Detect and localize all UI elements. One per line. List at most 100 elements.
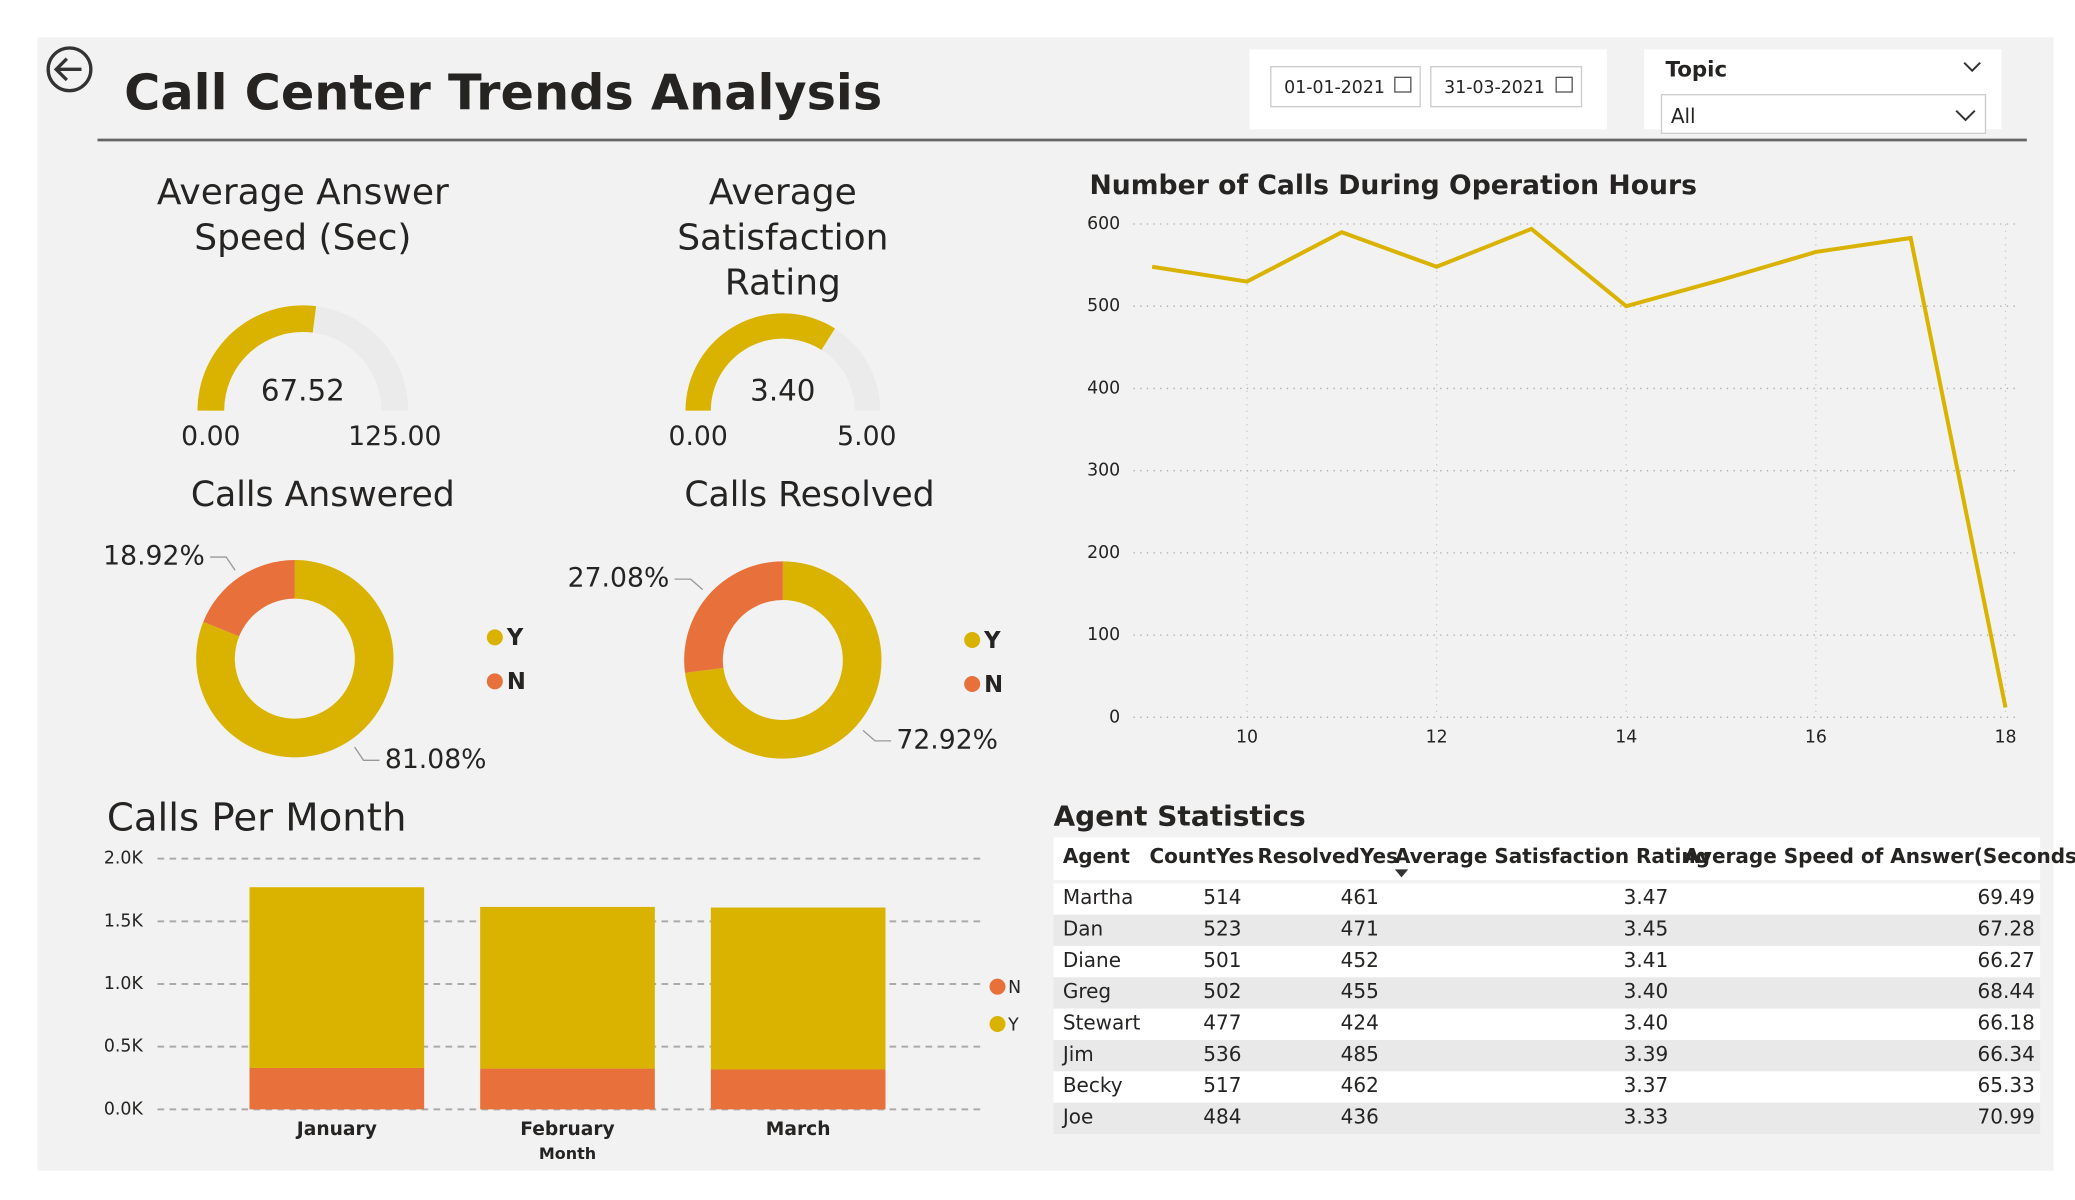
calendar-icon <box>1555 76 1573 93</box>
y-tick-label: 200 <box>1087 543 1120 563</box>
end-date-text: 31-03-2021 <box>1444 78 1545 98</box>
column-header: Average Satisfaction Rating <box>1395 844 1710 868</box>
y-tick-label: 0.5K <box>104 1037 144 1057</box>
table-row-bg <box>1053 977 2041 1009</box>
table-row-bg <box>1053 1071 2041 1103</box>
data-label: 18.92% <box>103 541 205 572</box>
data-label: 81.08% <box>385 744 487 775</box>
chart-title-box: Average Answer Speed (Sec) <box>156 172 449 259</box>
table-cell: 477 <box>1203 1011 1241 1035</box>
legend-marker <box>989 978 1006 995</box>
x-tick-label: March <box>766 1119 831 1140</box>
x-tick-label: 14 <box>1615 727 1637 747</box>
table-cell: 536 <box>1203 1042 1241 1066</box>
chart-title: Average Answer Speed (Sec) <box>156 172 449 259</box>
table-cell: 517 <box>1203 1073 1241 1097</box>
table-cell: 3.47 <box>1624 885 1669 909</box>
back-circle[interactable] <box>46 46 93 93</box>
table-cell: 3.37 <box>1624 1073 1669 1097</box>
end-date[interactable]: 31-03-2021 <box>1430 65 1583 108</box>
sort-indicator <box>1394 869 1409 878</box>
legend-marker <box>964 632 981 648</box>
gauge-min-label: 0.00 <box>181 421 240 452</box>
gauge-max-label: 125.00 <box>348 421 441 452</box>
table-cell: Jim <box>1061 1042 1094 1066</box>
table-cell: 3.45 <box>1624 917 1669 941</box>
table-cell: 462 <box>1341 1073 1379 1097</box>
donut-segment <box>684 561 783 673</box>
table-cell: 3.40 <box>1624 979 1669 1003</box>
x-tick-label: 18 <box>1994 727 2016 747</box>
y-tick-label: 1.0K <box>104 974 144 994</box>
legend-marker <box>486 629 503 646</box>
column-header: Agent <box>1063 844 1131 868</box>
table-row-bg <box>1053 1102 2041 1134</box>
table-cell: 70.99 <box>1978 1105 2035 1129</box>
table-cell: 452 <box>1341 948 1379 972</box>
table-cell: 3.40 <box>1624 1011 1669 1035</box>
y-tick-label: 400 <box>1087 378 1120 398</box>
legend-label: Y <box>506 625 524 651</box>
table-row-bg <box>1053 946 2041 978</box>
gauge-max-label: 5.00 <box>837 421 896 452</box>
legend-label: N <box>507 669 526 695</box>
table-cell: 67.28 <box>1978 917 2035 941</box>
legend-label: Y <box>1007 1015 1019 1035</box>
table-cell: 65.33 <box>1978 1073 2035 1097</box>
y-tick-label: 600 <box>1087 214 1120 234</box>
topic-value: All <box>1671 104 1696 128</box>
back-button[interactable] <box>46 46 93 93</box>
gauge-value-label: 3.40 <box>750 374 815 408</box>
start-date-text: 01-01-2021 <box>1284 78 1385 98</box>
bar-segment <box>249 1067 425 1110</box>
chart-title-box: Average Satisfaction Rating <box>677 172 888 304</box>
bar-segment <box>710 1069 886 1110</box>
table-cell: 455 <box>1341 979 1379 1003</box>
line-series <box>1151 226 2008 708</box>
table-cell: Greg <box>1063 979 1111 1003</box>
table-row-bg <box>1053 914 2041 946</box>
table-cell: 68.44 <box>1978 979 2035 1003</box>
table-cell: 3.33 <box>1624 1105 1669 1129</box>
y-tick-label: 300 <box>1087 461 1120 481</box>
legend-marker <box>989 1016 1006 1032</box>
table-cell: Martha <box>1063 885 1134 909</box>
legend-label: N <box>984 672 1003 698</box>
back-arrow[interactable] <box>53 57 82 82</box>
table-cell: 485 <box>1341 1042 1379 1066</box>
bar-segment <box>249 887 425 1068</box>
table-cell: 66.18 <box>1978 1011 2035 1035</box>
y-tick-label: 100 <box>1087 625 1120 645</box>
table-cell: 484 <box>1203 1105 1241 1129</box>
y-tick-label: 0.0K <box>104 1099 144 1119</box>
table-cell: 3.41 <box>1624 948 1669 972</box>
table-row-bg <box>1053 883 2041 915</box>
table-cell: 471 <box>1341 917 1379 941</box>
legend-label: N <box>1008 978 1021 998</box>
table-cell: Joe <box>1061 1105 1093 1129</box>
topic-box[interactable] <box>1660 94 1987 134</box>
bar-segment <box>710 907 886 1070</box>
table-title: Agent Statistics <box>1054 799 1306 832</box>
start-date[interactable]: 01-01-2021 <box>1270 65 1421 108</box>
table-cell: 66.34 <box>1978 1042 2035 1066</box>
topic-label: Topic <box>1666 58 1728 83</box>
leader-line <box>354 746 380 761</box>
table-cell: 523 <box>1203 917 1241 941</box>
legend-marker <box>486 673 503 690</box>
table-cell: 66.27 <box>1978 948 2035 972</box>
legend-label: Y <box>983 628 1001 654</box>
chart-title: Calls Resolved <box>684 475 934 515</box>
y-tick-label: 1.5K <box>104 911 144 931</box>
table-cell: Dan <box>1063 917 1103 941</box>
legend-marker <box>964 676 981 692</box>
table-cell: 436 <box>1341 1105 1379 1129</box>
table-cell: Diane <box>1063 948 1121 972</box>
table-cell: 501 <box>1203 948 1241 972</box>
column-header: Average Speed of Answer(Seconds) <box>1684 844 2075 868</box>
topic-dropdown[interactable]: All <box>1660 94 1987 134</box>
chart-title: Calls Per Month <box>107 796 407 841</box>
x-axis-label: Month <box>539 1144 596 1163</box>
x-tick-label: 10 <box>1236 727 1258 747</box>
